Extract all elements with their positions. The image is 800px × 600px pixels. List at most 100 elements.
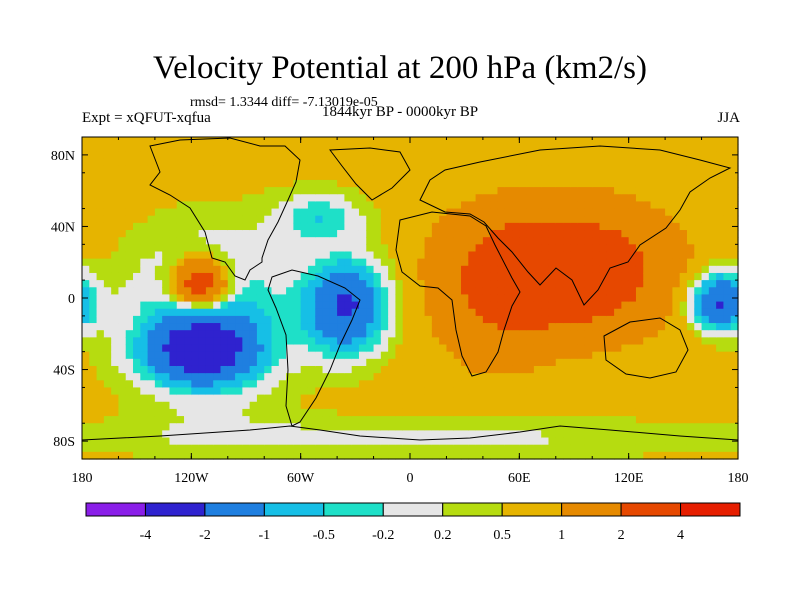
field-cell (235, 351, 243, 360)
field-cell (242, 137, 251, 145)
field-cell (125, 144, 134, 152)
field-cell (293, 144, 302, 152)
field-cell (235, 208, 243, 217)
field-cell (584, 144, 593, 152)
field-cell (125, 444, 134, 453)
field-cell (577, 351, 586, 360)
field-cell (402, 444, 411, 453)
field-cell (82, 208, 90, 217)
field-cell (242, 408, 251, 417)
field-cell (162, 237, 171, 245)
field-cell (599, 158, 608, 167)
field-cell (125, 394, 134, 403)
field-cell (293, 315, 302, 324)
field-cell (286, 215, 294, 224)
field-cell (169, 308, 178, 317)
field-cell (344, 151, 353, 160)
field-cell (592, 158, 601, 167)
field-cell (723, 416, 732, 424)
field-cell (242, 151, 251, 160)
field-cell (205, 430, 214, 439)
field-cell (125, 358, 134, 367)
field-cell (184, 244, 192, 253)
field-cell (490, 315, 499, 324)
field-cell (730, 244, 739, 253)
field-cell (380, 237, 389, 245)
field-cell (461, 323, 469, 331)
field-cell (111, 344, 120, 353)
field-cell (82, 280, 90, 288)
field-cell (570, 451, 579, 460)
field-cell (191, 137, 200, 145)
field-cell (184, 394, 192, 403)
field-cell (723, 358, 732, 367)
field-cell (461, 308, 469, 317)
field-cell (395, 230, 404, 238)
field-cell (133, 323, 141, 331)
field-cell (380, 330, 389, 338)
field-cell (504, 387, 513, 396)
field-cell (614, 215, 622, 224)
field-cell (643, 401, 652, 410)
field-cell (293, 380, 302, 389)
field-cell (373, 401, 382, 410)
field-cell (621, 151, 630, 160)
field-cell (650, 144, 659, 152)
field-cell (162, 323, 171, 331)
field-cell (264, 351, 273, 360)
field-cell (504, 187, 513, 195)
field-cell (373, 244, 382, 253)
field-cell (205, 337, 214, 346)
field-cell (82, 416, 90, 424)
field-cell (497, 387, 506, 396)
field-cell (570, 244, 579, 253)
field-cell (140, 165, 149, 174)
field-cell (643, 151, 652, 160)
field-cell (96, 151, 105, 160)
field-cell (526, 387, 535, 396)
field-cell (249, 287, 258, 296)
field-cell (227, 373, 236, 381)
field-cell (512, 272, 520, 281)
field-cell (351, 251, 360, 260)
field-cell (482, 208, 491, 217)
field-cell (191, 251, 200, 260)
field-cell (242, 416, 251, 424)
field-cell (118, 387, 127, 396)
field-cell (417, 187, 426, 195)
field-cell (504, 351, 513, 360)
field-cell (410, 351, 418, 360)
field-cell (184, 444, 192, 453)
field-cell (154, 380, 163, 389)
field-cell (584, 330, 593, 338)
field-cell (264, 401, 273, 410)
field-cell (694, 437, 703, 446)
field-cell (628, 344, 637, 353)
field-cell (490, 158, 499, 167)
field-cell (103, 287, 112, 296)
field-cell (453, 430, 462, 439)
field-cell (657, 208, 666, 217)
field-cell (184, 287, 192, 296)
field-cell (118, 423, 127, 431)
field-cell (125, 308, 134, 317)
field-cell (366, 230, 375, 238)
field-cell (555, 423, 564, 431)
field-cell (679, 401, 688, 410)
field-cell (570, 222, 579, 231)
field-cell (366, 394, 375, 403)
field-cell (628, 230, 637, 238)
field-cell (154, 258, 163, 267)
field-cell (628, 201, 637, 210)
field-cell (227, 451, 236, 460)
field-cell (358, 280, 367, 288)
field-cell (461, 187, 469, 195)
field-cell (643, 237, 652, 245)
field-cell (205, 451, 214, 460)
field-cell (271, 194, 280, 202)
field-cell (475, 430, 484, 439)
field-cell (424, 258, 433, 267)
field-cell (388, 423, 397, 431)
field-cell (191, 244, 200, 253)
field-cell (96, 187, 105, 195)
